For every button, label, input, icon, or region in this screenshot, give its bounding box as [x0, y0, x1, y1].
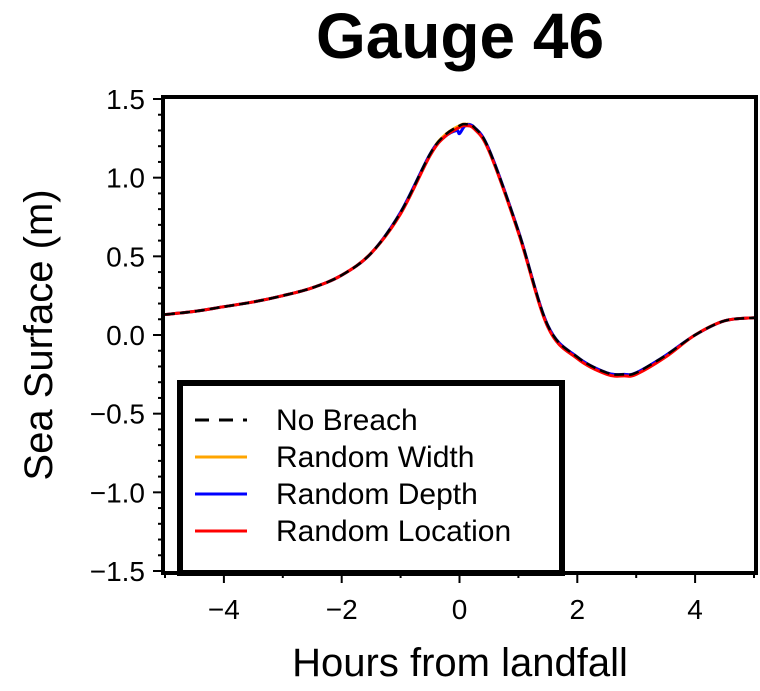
series-line-random-location [165, 124, 754, 378]
x-tick-label: −2 [326, 594, 358, 625]
legend-label: Random Depth [276, 478, 478, 511]
y-tick-label: 0.5 [106, 241, 145, 272]
x-tick-label: 4 [687, 594, 703, 625]
y-tick-label: −0.5 [90, 399, 145, 430]
legend: No Breach Random Width Random Depth Random … [177, 380, 565, 576]
legend-label: Random Width [276, 441, 474, 474]
y-tick-label: 1.5 [106, 84, 145, 115]
legend-label: Random Location [276, 515, 511, 548]
x-tick-label: −4 [208, 594, 240, 625]
x-axis-label: Hours from landfall [292, 641, 628, 685]
y-tick-label: −1.0 [90, 477, 145, 508]
y-tick-label: −1.5 [90, 556, 145, 587]
legend-box [177, 380, 565, 576]
y-axis-label: Sea Surface (m) [17, 189, 61, 480]
x-tick-label: 2 [570, 594, 586, 625]
x-tick-label: 0 [452, 594, 468, 625]
chart-title: Gauge 46 [316, 0, 604, 72]
series-line-random-depth [165, 123, 754, 377]
legend-label: No Breach [276, 404, 418, 437]
y-tick-label: 1.0 [106, 163, 145, 194]
series-layer [165, 122, 754, 378]
series-line-no-breach [165, 122, 754, 376]
series-line-random-width [165, 122, 754, 377]
y-tick-label: 0.0 [106, 320, 145, 351]
